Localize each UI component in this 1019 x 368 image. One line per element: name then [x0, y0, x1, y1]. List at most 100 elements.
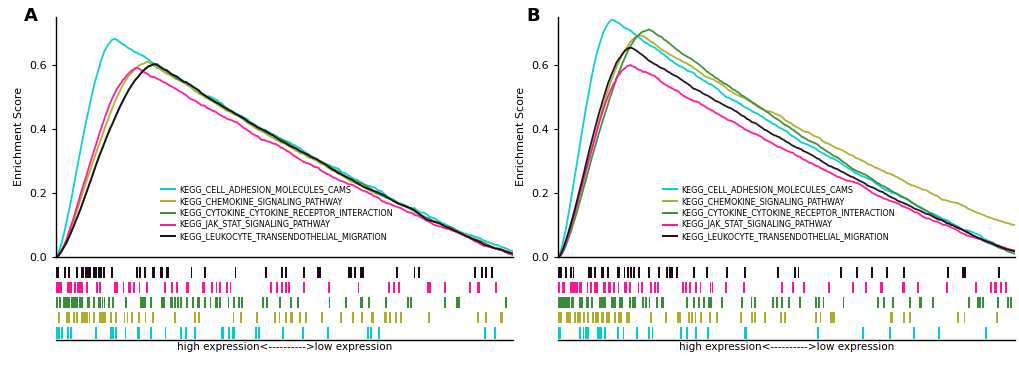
- Bar: [626, 312, 628, 323]
- Bar: [153, 267, 154, 278]
- Bar: [565, 267, 567, 278]
- Bar: [133, 282, 135, 293]
- Bar: [71, 297, 73, 308]
- Bar: [127, 282, 129, 293]
- Bar: [93, 267, 95, 278]
- Bar: [593, 267, 595, 278]
- Bar: [651, 327, 653, 339]
- Bar: [285, 312, 286, 323]
- Bar: [138, 327, 140, 339]
- Bar: [478, 282, 480, 293]
- Bar: [989, 282, 991, 293]
- Bar: [103, 312, 105, 323]
- Bar: [577, 312, 579, 323]
- Bar: [76, 297, 77, 308]
- Bar: [297, 297, 299, 308]
- Bar: [372, 312, 374, 323]
- Bar: [559, 297, 561, 308]
- Bar: [361, 297, 363, 308]
- Legend: KEGG_CELL_ADHESION_MOLECULES_CAMS, KEGG_CHEMOKINE_SIGNALING_PATHWAY, KEGG_CYTOKI: KEGG_CELL_ADHESION_MOLECULES_CAMS, KEGG_…: [662, 185, 894, 241]
- Bar: [232, 327, 234, 339]
- Bar: [229, 282, 231, 293]
- Bar: [699, 282, 701, 293]
- Bar: [95, 327, 97, 339]
- Bar: [574, 312, 575, 323]
- Bar: [616, 267, 619, 278]
- Bar: [584, 327, 586, 339]
- Bar: [708, 297, 710, 308]
- Bar: [571, 297, 573, 308]
- Bar: [610, 297, 612, 308]
- Bar: [85, 312, 87, 323]
- Bar: [593, 282, 595, 293]
- Bar: [902, 312, 904, 323]
- Bar: [608, 282, 610, 293]
- Bar: [367, 327, 368, 339]
- Bar: [753, 312, 755, 323]
- Bar: [110, 312, 112, 323]
- Bar: [70, 297, 72, 308]
- Bar: [708, 312, 710, 323]
- Bar: [186, 282, 189, 293]
- Bar: [572, 267, 574, 278]
- Bar: [231, 327, 233, 339]
- Bar: [69, 282, 70, 293]
- Bar: [967, 297, 969, 308]
- Bar: [262, 297, 263, 308]
- Bar: [300, 312, 301, 323]
- Bar: [385, 312, 387, 323]
- Bar: [378, 327, 379, 339]
- Bar: [274, 312, 276, 323]
- Bar: [360, 297, 362, 308]
- Bar: [59, 282, 61, 293]
- Bar: [580, 282, 581, 293]
- Bar: [908, 297, 910, 308]
- Bar: [740, 297, 742, 308]
- Bar: [974, 282, 976, 293]
- Bar: [211, 282, 212, 293]
- Bar: [947, 267, 948, 278]
- Bar: [429, 282, 430, 293]
- Bar: [56, 297, 58, 308]
- Bar: [557, 267, 559, 278]
- Bar: [657, 282, 658, 293]
- Bar: [668, 267, 671, 278]
- Bar: [371, 312, 372, 323]
- Bar: [501, 312, 502, 323]
- Bar: [176, 282, 178, 293]
- Bar: [692, 297, 694, 308]
- Bar: [816, 327, 818, 339]
- Bar: [1006, 297, 1008, 308]
- Bar: [291, 312, 292, 323]
- Bar: [65, 297, 67, 308]
- Bar: [802, 282, 804, 293]
- Bar: [204, 297, 206, 308]
- Bar: [303, 267, 305, 278]
- Bar: [139, 312, 140, 323]
- Bar: [581, 297, 583, 308]
- Bar: [81, 282, 83, 293]
- Bar: [697, 297, 699, 308]
- Bar: [209, 297, 211, 308]
- Bar: [303, 282, 305, 293]
- Bar: [70, 297, 72, 308]
- Bar: [494, 282, 496, 293]
- Bar: [305, 312, 307, 323]
- Bar: [354, 267, 356, 278]
- Bar: [204, 267, 206, 278]
- Bar: [93, 297, 95, 308]
- Bar: [319, 267, 321, 278]
- Bar: [281, 282, 282, 293]
- Bar: [186, 297, 187, 308]
- Bar: [81, 297, 82, 308]
- Bar: [603, 282, 605, 293]
- Bar: [589, 267, 591, 278]
- Bar: [279, 297, 280, 308]
- Bar: [477, 312, 479, 323]
- Bar: [126, 312, 128, 323]
- Bar: [427, 312, 429, 323]
- Bar: [996, 312, 998, 323]
- Bar: [679, 312, 681, 323]
- Bar: [56, 297, 58, 308]
- Bar: [220, 327, 222, 339]
